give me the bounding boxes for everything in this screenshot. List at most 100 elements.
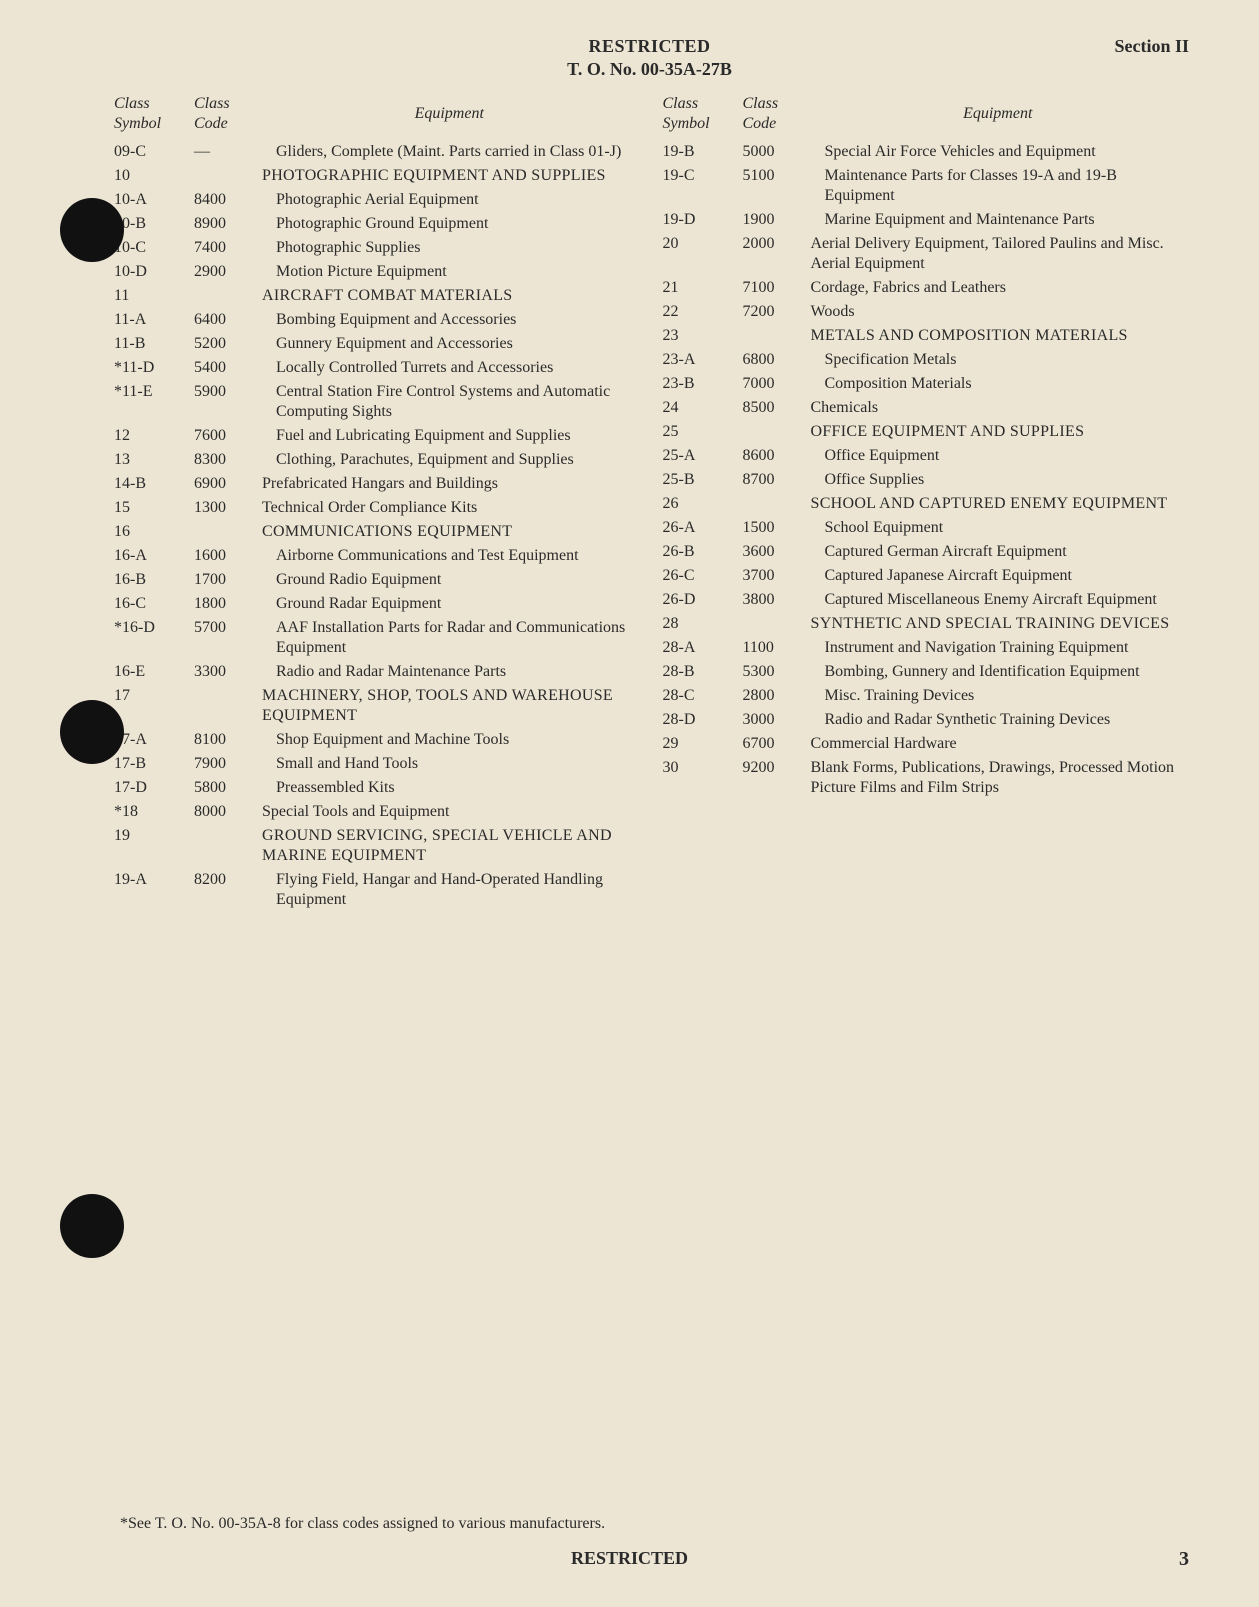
class-symbol-cell: 10-A [110, 188, 190, 212]
page-number: 3 [1179, 1548, 1189, 1571]
equipment-cell: Captured German Aircraft Equipment [807, 540, 1190, 564]
table-row: 28-C2800Misc. Training Devices [659, 684, 1190, 708]
equipment-cell: Ground Radar Equipment [258, 592, 641, 616]
table-row: 26SCHOOL AND CAPTURED ENEMY EQUIPMENT [659, 492, 1190, 516]
table-row: 16COMMUNICATIONS EQUIPMENT [110, 520, 641, 544]
equipment-cell: Office Supplies [807, 468, 1190, 492]
table-row: 309200Blank Forms, Publications, Drawing… [659, 756, 1190, 800]
technical-order-number: T. O. No. 00-35A-27B [110, 59, 1189, 80]
section-label: Section II [1114, 36, 1189, 57]
table-row: 10PHOTOGRAPHIC EQUIPMENT AND SUPPLIES [110, 164, 641, 188]
equipment-text: Misc. Training Devices [811, 686, 975, 706]
table-row: 17-A8100Shop Equipment and Machine Tools [110, 728, 641, 752]
equipment-text: Cordage, Fabrics and Leathers [811, 279, 1006, 296]
equipment-text: Photographic Aerial Equipment [262, 190, 479, 210]
class-symbol-cell: *18 [110, 800, 190, 824]
equipment-cell: Instrument and Navigation Training Equip… [807, 636, 1190, 660]
equipment-cell: OFFICE EQUIPMENT AND SUPPLIES [807, 420, 1190, 444]
class-code-cell [190, 164, 258, 188]
right-table: Class Symbol Class Code Equipment 19-B50… [659, 92, 1190, 800]
class-code-cell: 8900 [190, 212, 258, 236]
equipment-text: Captured Miscellaneous Enemy Aircraft Eq… [811, 590, 1157, 610]
equipment-cell: School Equipment [807, 516, 1190, 540]
class-symbol-cell: 28-A [659, 636, 739, 660]
class-code-cell: 1700 [190, 568, 258, 592]
class-symbol-cell: 10-D [110, 260, 190, 284]
class-code-cell: 2800 [739, 684, 807, 708]
class-code-cell [190, 284, 258, 308]
equipment-cell: Specification Metals [807, 348, 1190, 372]
equipment-cell: MACHINERY, SHOP, TOOLS AND WAREHOUSE EQU… [258, 684, 641, 728]
equipment-cell: Misc. Training Devices [807, 684, 1190, 708]
equipment-cell: Locally Controlled Turrets and Accessori… [258, 356, 641, 380]
class-symbol-cell: 11-B [110, 332, 190, 356]
table-row: *11-E5900Central Station Fire Control Sy… [110, 380, 641, 424]
class-code-cell [190, 520, 258, 544]
equipment-cell: Bombing Equipment and Accessories [258, 308, 641, 332]
class-symbol-cell: 12 [110, 424, 190, 448]
footer-restricted-label: RESTRICTED [0, 1548, 1259, 1569]
class-code-cell: 7200 [739, 300, 807, 324]
equipment-text: Gliders, Complete (Maint. Parts carried … [262, 142, 621, 162]
equipment-cell: Commercial Hardware [807, 732, 1190, 756]
class-code-cell: 8200 [190, 868, 258, 912]
class-code-cell: 5800 [190, 776, 258, 800]
equipment-cell: Bombing, Gunnery and Identification Equi… [807, 660, 1190, 684]
equipment-cell: Preassembled Kits [258, 776, 641, 800]
class-code-cell: 8500 [739, 396, 807, 420]
equipment-text: Bombing Equipment and Accessories [262, 310, 516, 330]
class-symbol-cell: 28-D [659, 708, 739, 732]
table-row: 11-A6400Bombing Equipment and Accessorie… [110, 308, 641, 332]
equipment-text: Bombing, Gunnery and Identification Equi… [811, 662, 1140, 682]
equipment-cell: Shop Equipment and Machine Tools [258, 728, 641, 752]
table-row: 28-D3000Radio and Radar Synthetic Traini… [659, 708, 1190, 732]
table-row: 138300Clothing, Parachutes, Equipment an… [110, 448, 641, 472]
class-code-cell: 3300 [190, 660, 258, 684]
class-symbol-cell: 16-A [110, 544, 190, 568]
equipment-text: Commercial Hardware [811, 735, 957, 752]
left-column: Class Symbol Class Code Equipment 09-C—G… [110, 92, 641, 912]
equipment-text: Locally Controlled Turrets and Accessori… [262, 358, 553, 378]
equipment-text: Ground Radar Equipment [262, 594, 441, 614]
col-header-equipment: Equipment [258, 92, 641, 140]
class-symbol-cell: 10 [110, 164, 190, 188]
equipment-text: Office Equipment [811, 446, 940, 466]
equipment-text: Specification Metals [811, 350, 957, 370]
table-row: *16-D5700AAF Installation Parts for Rada… [110, 616, 641, 660]
table-row: 19-D1900Marine Equipment and Maintenance… [659, 208, 1190, 232]
class-symbol-cell: 26-B [659, 540, 739, 564]
equipment-text: Office Supplies [811, 470, 925, 490]
table-row: 16-C1800Ground Radar Equipment [110, 592, 641, 616]
equipment-text: Small and Hand Tools [262, 754, 418, 774]
class-symbol-cell: 19-D [659, 208, 739, 232]
footnote: *See T. O. No. 00-35A-8 for class codes … [120, 1515, 605, 1533]
equipment-text: Blank Forms, Publications, Drawings, Pro… [811, 759, 1175, 796]
equipment-cell: Blank Forms, Publications, Drawings, Pro… [807, 756, 1190, 800]
class-symbol-cell: 28-C [659, 684, 739, 708]
equipment-cell: Gliders, Complete (Maint. Parts carried … [258, 140, 641, 164]
table-row: 17MACHINERY, SHOP, TOOLS AND WAREHOUSE E… [110, 684, 641, 728]
class-code-cell: 2000 [739, 232, 807, 276]
class-code-cell: 8300 [190, 448, 258, 472]
class-symbol-cell: 28-B [659, 660, 739, 684]
equipment-cell: Chemicals [807, 396, 1190, 420]
equipment-cell: Captured Japanese Aircraft Equipment [807, 564, 1190, 588]
equipment-text: School Equipment [811, 518, 944, 538]
equipment-text: Photographic Supplies [262, 238, 420, 258]
equipment-cell: Marine Equipment and Maintenance Parts [807, 208, 1190, 232]
restricted-label: RESTRICTED [110, 36, 1189, 57]
class-symbol-cell: 24 [659, 396, 739, 420]
class-symbol-cell: 16 [110, 520, 190, 544]
equipment-text: Fuel and Lubricating Equipment and Suppl… [262, 426, 571, 446]
equipment-heading: OFFICE EQUIPMENT AND SUPPLIES [811, 423, 1085, 440]
class-symbol-cell: 28 [659, 612, 739, 636]
class-code-cell [190, 824, 258, 868]
table-row: 25OFFICE EQUIPMENT AND SUPPLIES [659, 420, 1190, 444]
equipment-text: Prefabricated Hangars and Buildings [262, 475, 498, 492]
class-code-cell: 8700 [739, 468, 807, 492]
class-symbol-cell: *16-D [110, 616, 190, 660]
class-symbol-cell: 23 [659, 324, 739, 348]
equipment-cell: AIRCRAFT COMBAT MATERIALS [258, 284, 641, 308]
equipment-text: Central Station Fire Control Systems and… [262, 382, 637, 422]
table-row: 28-A1100Instrument and Navigation Traini… [659, 636, 1190, 660]
